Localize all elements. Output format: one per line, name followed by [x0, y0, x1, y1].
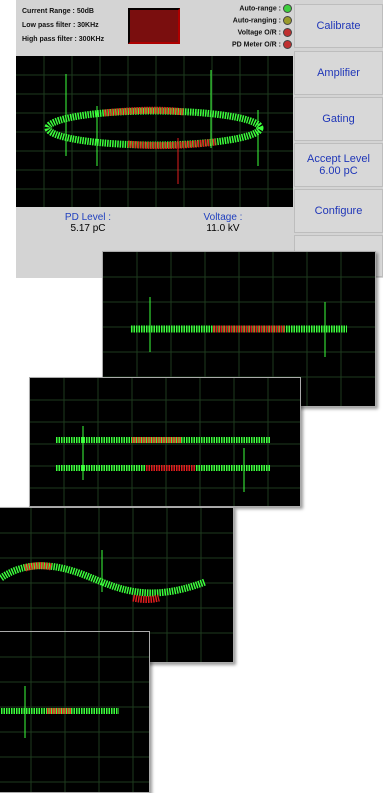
high-pass-filter-text: High pass filter : 300KHz — [22, 36, 105, 43]
calibrate-button-label: Calibrate — [316, 20, 361, 32]
pd-level-value: 5.17 pC — [70, 223, 106, 234]
scope-view-flat-line — [0, 631, 150, 793]
configure-button[interactable]: Configure — [294, 189, 383, 233]
gating-button[interactable]: Gating — [294, 97, 383, 141]
configure-button-label: Configure — [314, 205, 363, 217]
main-ellipse-scope — [16, 56, 293, 207]
voltage-readout: Voltage : 11.0 kV — [168, 212, 278, 234]
ellipse-red-bottom — [127, 138, 217, 150]
voltage-label: Voltage : — [203, 212, 243, 223]
ellipse-trace — [44, 107, 264, 149]
pd-level-label: PD Level : — [64, 212, 112, 223]
auto-ranging-indicator: Auto-ranging : — [233, 16, 292, 25]
pd-level-readout: PD Level : 5.17 pC — [33, 212, 143, 234]
pd-meter-or-led-icon — [283, 40, 292, 49]
amplifier-button-label: Amplifier — [317, 67, 360, 79]
pd-meter-or-indicator: PD Meter O/R : — [232, 40, 292, 49]
scope-view-dual-line — [29, 377, 301, 507]
auto-range-label: Auto-range : — [239, 5, 281, 13]
amplifier-button[interactable]: Amplifier — [294, 51, 383, 95]
pd-meter-display — [128, 8, 180, 44]
voltage-value: 11.0 kV — [206, 223, 240, 234]
voltage-or-label: Voltage O/R : — [237, 29, 281, 37]
pd-meter-or-label: PD Meter O/R : — [231, 41, 281, 49]
calibrate-button[interactable]: Calibrate — [294, 4, 383, 48]
current-range-text: Current Range : 50dB — [22, 8, 94, 15]
auto-ranging-led-icon — [283, 16, 292, 25]
low-pass-filter-text: Low pass filter : 30KHz — [22, 22, 99, 29]
auto-range-led-icon — [283, 4, 292, 13]
ellipse-red-top — [103, 106, 185, 117]
auto-ranging-label: Auto-ranging : — [232, 17, 281, 25]
auto-range-indicator: Auto-range : — [239, 4, 292, 13]
accept-level-button[interactable]: Accept Level 6.00 pC — [294, 143, 383, 187]
voltage-or-indicator: Voltage O/R : — [238, 28, 292, 37]
voltage-or-led-icon — [283, 28, 292, 37]
accept-level-button-label: Accept Level 6.00 pC — [307, 153, 370, 177]
gating-button-label: Gating — [322, 113, 355, 125]
